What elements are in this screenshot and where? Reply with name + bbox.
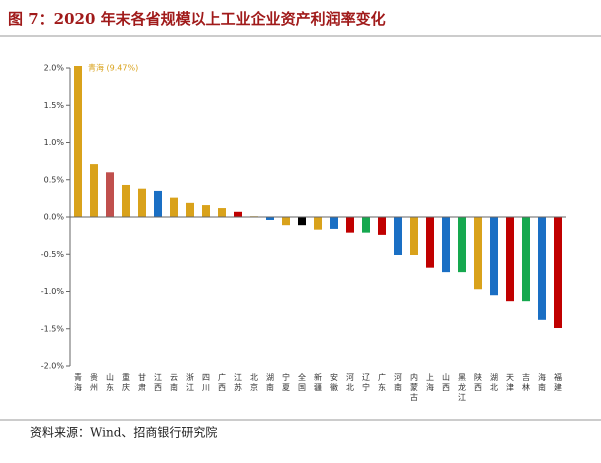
y-tick-label: -0.5% xyxy=(41,250,65,259)
x-tick-label: 广西 xyxy=(218,372,227,393)
bar xyxy=(458,217,466,273)
bar xyxy=(442,217,450,273)
y-tick-label: -2.0% xyxy=(41,362,65,371)
source: 资料来源：Wind、招商银行研究院 xyxy=(30,425,217,440)
y-tick-label: 1.5% xyxy=(44,101,65,110)
x-tick-label: 云南 xyxy=(170,373,179,393)
y-tick-label: -1.0% xyxy=(41,287,65,296)
plot-area xyxy=(74,66,562,329)
bar xyxy=(154,190,162,217)
x-tick-label: 甘肃 xyxy=(138,372,147,393)
bar xyxy=(74,66,82,217)
bar xyxy=(554,217,562,329)
bar xyxy=(378,217,386,235)
bar xyxy=(234,211,242,217)
bar xyxy=(474,217,482,290)
x-tick-label: 浙江 xyxy=(186,372,195,393)
bar xyxy=(106,172,114,217)
x-tick-label: 北京 xyxy=(250,373,259,393)
bar xyxy=(186,202,194,217)
annotation: 青海 (9.47%) xyxy=(88,63,138,73)
x-tick-label: 广东 xyxy=(378,372,387,393)
bar xyxy=(90,164,98,217)
bar xyxy=(170,197,178,217)
x-tick-label: 吉林 xyxy=(522,373,531,393)
x-tick-label: 陕西 xyxy=(474,372,483,393)
bar xyxy=(330,217,338,229)
x-tick-label: 贵州 xyxy=(90,372,99,393)
bar xyxy=(202,205,210,217)
bar xyxy=(346,217,354,233)
bar xyxy=(314,217,322,230)
x-tick-label: 青海 xyxy=(74,372,83,393)
x-tick-label: 安徽 xyxy=(330,372,339,393)
bar xyxy=(138,188,146,217)
x-tick-label: 重庆 xyxy=(122,372,131,393)
x-tick-label: 山东 xyxy=(106,372,115,393)
bar xyxy=(538,217,546,320)
x-tick-label: 山西 xyxy=(442,372,451,393)
x-tick-label: 江西 xyxy=(154,373,163,393)
bar xyxy=(282,217,290,226)
x-tick-label: 河南 xyxy=(394,372,403,393)
y-tick-label: -1.5% xyxy=(41,324,65,333)
y-tick-label: 0.0% xyxy=(44,213,65,222)
x-tick-label: 河北 xyxy=(346,372,355,393)
bar xyxy=(410,217,418,255)
x-tick-label: 宁夏 xyxy=(282,372,291,393)
x-tick-label: 辽宁 xyxy=(362,373,371,393)
bar xyxy=(506,217,514,302)
x-tick-label: 内蒙古 xyxy=(410,372,419,403)
bar xyxy=(266,217,274,220)
bar xyxy=(298,217,306,226)
bar xyxy=(490,217,498,296)
x-tick-label: 天津 xyxy=(506,373,515,393)
x-tick-label: 湖南 xyxy=(266,373,275,393)
x-tick-label: 湖北 xyxy=(490,373,499,393)
y-tick-label: 2.0% xyxy=(44,64,65,73)
bar xyxy=(122,184,130,217)
bar xyxy=(426,217,434,268)
x-tick-label: 上海 xyxy=(426,373,435,393)
bar xyxy=(362,217,370,233)
bar xyxy=(522,217,530,302)
x-tick-label: 黑龙江 xyxy=(458,373,467,403)
chart-title: 图 7：2020 年末各省规模以上工业企业资产利润率变化 xyxy=(8,10,386,28)
x-tick-label: 四川 xyxy=(202,373,211,393)
x-tick-label: 海南 xyxy=(538,372,547,393)
y-tick-label: 1.0% xyxy=(44,138,65,147)
x-tick-label: 全国 xyxy=(298,372,307,393)
bar xyxy=(394,217,402,255)
x-tick-label: 江苏 xyxy=(234,373,243,393)
x-tick-label: 新疆 xyxy=(314,372,323,393)
x-tick-label: 福建 xyxy=(554,373,563,393)
bar xyxy=(218,208,226,217)
y-tick-label: 0.5% xyxy=(44,175,65,184)
